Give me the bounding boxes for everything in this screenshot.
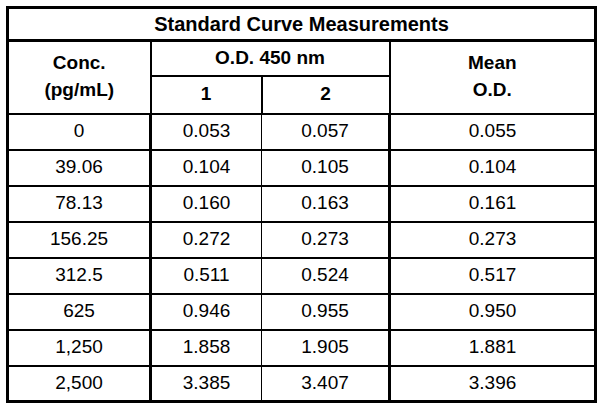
cell-od-replicate-2: 0.163: [262, 186, 390, 222]
table-row: 156.25 0.272 0.273 0.273: [8, 222, 596, 258]
cell-mean-od: 0.273: [390, 222, 596, 258]
table-title-row: Standard Curve Measurements: [8, 8, 596, 41]
cell-mean-od: 0.950: [390, 294, 596, 330]
cell-od-replicate-2: 0.105: [262, 150, 390, 186]
cell-mean-od: 0.161: [390, 186, 596, 222]
cell-concentration: 2,500: [8, 366, 151, 402]
column-header-concentration: Conc. (pg/mL): [8, 41, 151, 114]
cell-od-replicate-1: 0.160: [151, 186, 262, 222]
standard-curve-table: Standard Curve Measurements Conc. (pg/mL…: [6, 6, 597, 403]
table-header-row-1: Conc. (pg/mL) O.D. 450 nm Mean O.D.: [8, 41, 596, 76]
cell-mean-od: 3.396: [390, 366, 596, 402]
table-row: 1,250 1.858 1.905 1.881: [8, 330, 596, 366]
cell-concentration: 78.13: [8, 186, 151, 222]
column-header-od-replicate-1: 1: [151, 76, 262, 114]
cell-od-replicate-2: 0.524: [262, 258, 390, 294]
cell-concentration: 156.25: [8, 222, 151, 258]
cell-concentration: 1,250: [8, 330, 151, 366]
concentration-header-label: Conc.: [9, 50, 150, 77]
cell-od-replicate-1: 3.385: [151, 366, 262, 402]
column-header-od-group: O.D. 450 nm: [151, 41, 390, 76]
table-row: 78.13 0.160 0.163 0.161: [8, 186, 596, 222]
cell-od-replicate-2: 0.955: [262, 294, 390, 330]
cell-od-replicate-2: 1.905: [262, 330, 390, 366]
cell-od-replicate-1: 0.946: [151, 294, 262, 330]
cell-od-replicate-1: 1.858: [151, 330, 262, 366]
cell-mean-od: 1.881: [390, 330, 596, 366]
cell-concentration: 39.06: [8, 150, 151, 186]
column-header-od-replicate-2: 2: [262, 76, 390, 114]
concentration-header-unit: (pg/mL): [9, 77, 150, 104]
mean-header-label: Mean: [391, 50, 595, 77]
table-row: 2,500 3.385 3.407 3.396: [8, 366, 596, 402]
cell-od-replicate-2: 0.273: [262, 222, 390, 258]
table-row: 312.5 0.511 0.524 0.517: [8, 258, 596, 294]
standard-curve-table-wrapper: Standard Curve Measurements Conc. (pg/mL…: [0, 0, 600, 404]
cell-mean-od: 0.517: [390, 258, 596, 294]
column-header-mean: Mean O.D.: [390, 41, 596, 114]
cell-od-replicate-1: 0.272: [151, 222, 262, 258]
table-row: 0 0.053 0.057 0.055: [8, 114, 596, 150]
cell-concentration: 625: [8, 294, 151, 330]
cell-mean-od: 0.055: [390, 114, 596, 150]
table-row: 625 0.946 0.955 0.950: [8, 294, 596, 330]
cell-od-replicate-1: 0.104: [151, 150, 262, 186]
cell-concentration: 312.5: [8, 258, 151, 294]
cell-od-replicate-1: 0.053: [151, 114, 262, 150]
cell-mean-od: 0.104: [390, 150, 596, 186]
cell-concentration: 0: [8, 114, 151, 150]
mean-header-unit: O.D.: [391, 77, 595, 104]
table-title: Standard Curve Measurements: [8, 8, 596, 41]
cell-od-replicate-2: 3.407: [262, 366, 390, 402]
cell-od-replicate-2: 0.057: [262, 114, 390, 150]
cell-od-replicate-1: 0.511: [151, 258, 262, 294]
table-row: 39.06 0.104 0.105 0.104: [8, 150, 596, 186]
